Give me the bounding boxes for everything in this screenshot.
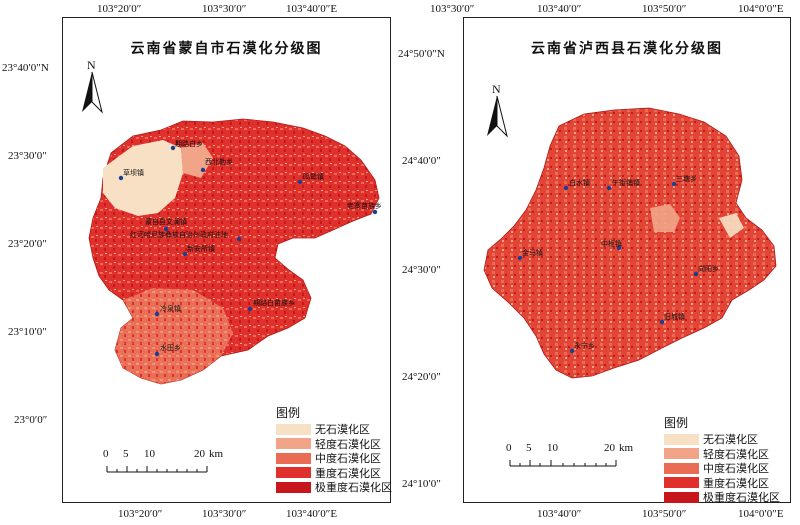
legend-swatch <box>276 438 311 450</box>
lat-tick: 24°30′0″ <box>402 264 441 276</box>
lat-tick: 23°40′0″N <box>2 62 49 74</box>
place-label: 蒙自县文澜镇 <box>145 218 187 226</box>
lon-tick: 103°40′0″ <box>537 3 582 15</box>
mengzi-map-panel: 云南省蒙自市石漠化分级图 <box>62 17 392 503</box>
lat-tick: 24°40′0″ <box>402 155 441 167</box>
lon-tick: 103°30′0″ <box>202 508 247 520</box>
lon-tick: 103°20′0″ <box>118 508 163 520</box>
legend-item: 极重度石漠化区 <box>664 490 780 505</box>
place-label: 中枢镇 <box>601 240 622 248</box>
legend-title: 图例 <box>276 406 301 420</box>
lat-tick: 24°10′0″ <box>402 478 441 490</box>
legend-item: 重度石漠化区 <box>664 476 780 491</box>
place-label: 鸣鹫镇 <box>303 173 324 181</box>
legend-swatch <box>664 462 699 474</box>
legend-swatch <box>664 477 699 489</box>
legend-item: 无石漠化区 <box>664 432 780 447</box>
lon-tick: 104°0′0″E <box>738 508 784 520</box>
place-label: 红河哈尼族彝族自治州政府驻地 <box>130 231 228 239</box>
place-label: 向阳乡 <box>698 265 719 273</box>
lon-tick: 104°0′0″E <box>738 3 784 15</box>
lon-tick: 103°40′0″E <box>286 508 338 520</box>
place-label: 冷泉镇 <box>160 305 181 313</box>
place-label: 期路白苗族乡 <box>253 299 295 307</box>
luxi-region-map <box>483 107 777 379</box>
place-label: 三塘乡 <box>676 175 697 183</box>
mengzi-region-map <box>88 118 380 385</box>
lon-tick: 103°40′0″E <box>286 3 338 15</box>
lon-tick: 103°30′0″ <box>202 3 247 15</box>
legend: 图例 无石漠化区 轻度石漠化区 中度石漠化区 重度石漠化区 极重度石漠化区 <box>276 404 392 495</box>
legend-swatch <box>276 467 311 479</box>
lat-tick: 23°0′0″ <box>14 414 48 426</box>
scale-bar: 0 5 10 20 km <box>103 448 224 473</box>
legend-swatch <box>276 481 311 493</box>
place-label: 旧城镇 <box>664 313 685 321</box>
place-label: 老寨苗族乡 <box>347 202 382 210</box>
lat-tick: 23°30′0″ <box>8 150 47 162</box>
lon-tick: 103°50′0″ <box>642 508 687 520</box>
place-label: 草坝镇 <box>123 169 144 177</box>
legend-swatch <box>276 452 311 464</box>
north-label: N <box>492 82 501 96</box>
legend-title: 图例 <box>664 416 689 430</box>
legend-item: 轻度石漠化区 <box>664 447 780 462</box>
place-label: 新安所镇 <box>187 245 215 253</box>
lat-tick: 24°50′0″N <box>398 48 445 60</box>
place-label: 水田乡 <box>160 344 181 352</box>
lat-tick: 23°10′0″ <box>8 326 47 338</box>
place-label: 白水镇 <box>569 179 590 187</box>
legend: 图例 无石漠化区 轻度石漠化区 中度石漠化区 重度石漠化区 极重度石漠化区 <box>664 414 780 505</box>
legend-swatch <box>664 433 699 445</box>
legend-item: 极重度石漠化区 <box>276 480 392 495</box>
north-arrow-icon <box>82 71 103 114</box>
place-label: 西北勒乡 <box>205 158 233 166</box>
lon-tick: 103°20′0″ <box>97 3 142 15</box>
lon-tick: 103°40′0″ <box>537 508 582 520</box>
legend-item: 中度石漠化区 <box>276 451 392 466</box>
legend-item: 轻度石漠化区 <box>276 437 392 452</box>
map-title: 云南省泸西县石漠化分级图 <box>531 41 723 57</box>
legend-swatch <box>664 448 699 460</box>
legend-item: 无石漠化区 <box>276 422 392 437</box>
north-arrow-icon <box>487 95 508 138</box>
lat-tick: 24°20′0″ <box>402 371 441 383</box>
place-label: 期路白乡 <box>175 140 203 148</box>
lon-tick: 103°50′0″ <box>642 3 687 15</box>
legend-swatch <box>664 491 699 503</box>
place-label: 金马镇 <box>522 249 543 257</box>
place-label: 永宁乡 <box>574 342 595 350</box>
legend-item: 中度石漠化区 <box>664 461 780 476</box>
map-title: 云南省蒙自市石漠化分级图 <box>130 41 323 57</box>
north-label: N <box>87 58 96 72</box>
legend-item: 重度石漠化区 <box>276 466 392 481</box>
scale-bar: 0 5 10 20 km <box>506 442 634 467</box>
legend-swatch <box>276 423 311 435</box>
lat-tick: 23°20′0″ <box>8 238 47 250</box>
place-label: 午街铺镇 <box>612 179 640 187</box>
lon-tick: 103°30′0″ <box>430 3 475 15</box>
luxi-map-panel: 云南省泸西县石漠化分级图 白水镇 午街铺镇 三塘乡 中枢镇 金马镇 向阳乡 旧城… <box>463 17 791 505</box>
